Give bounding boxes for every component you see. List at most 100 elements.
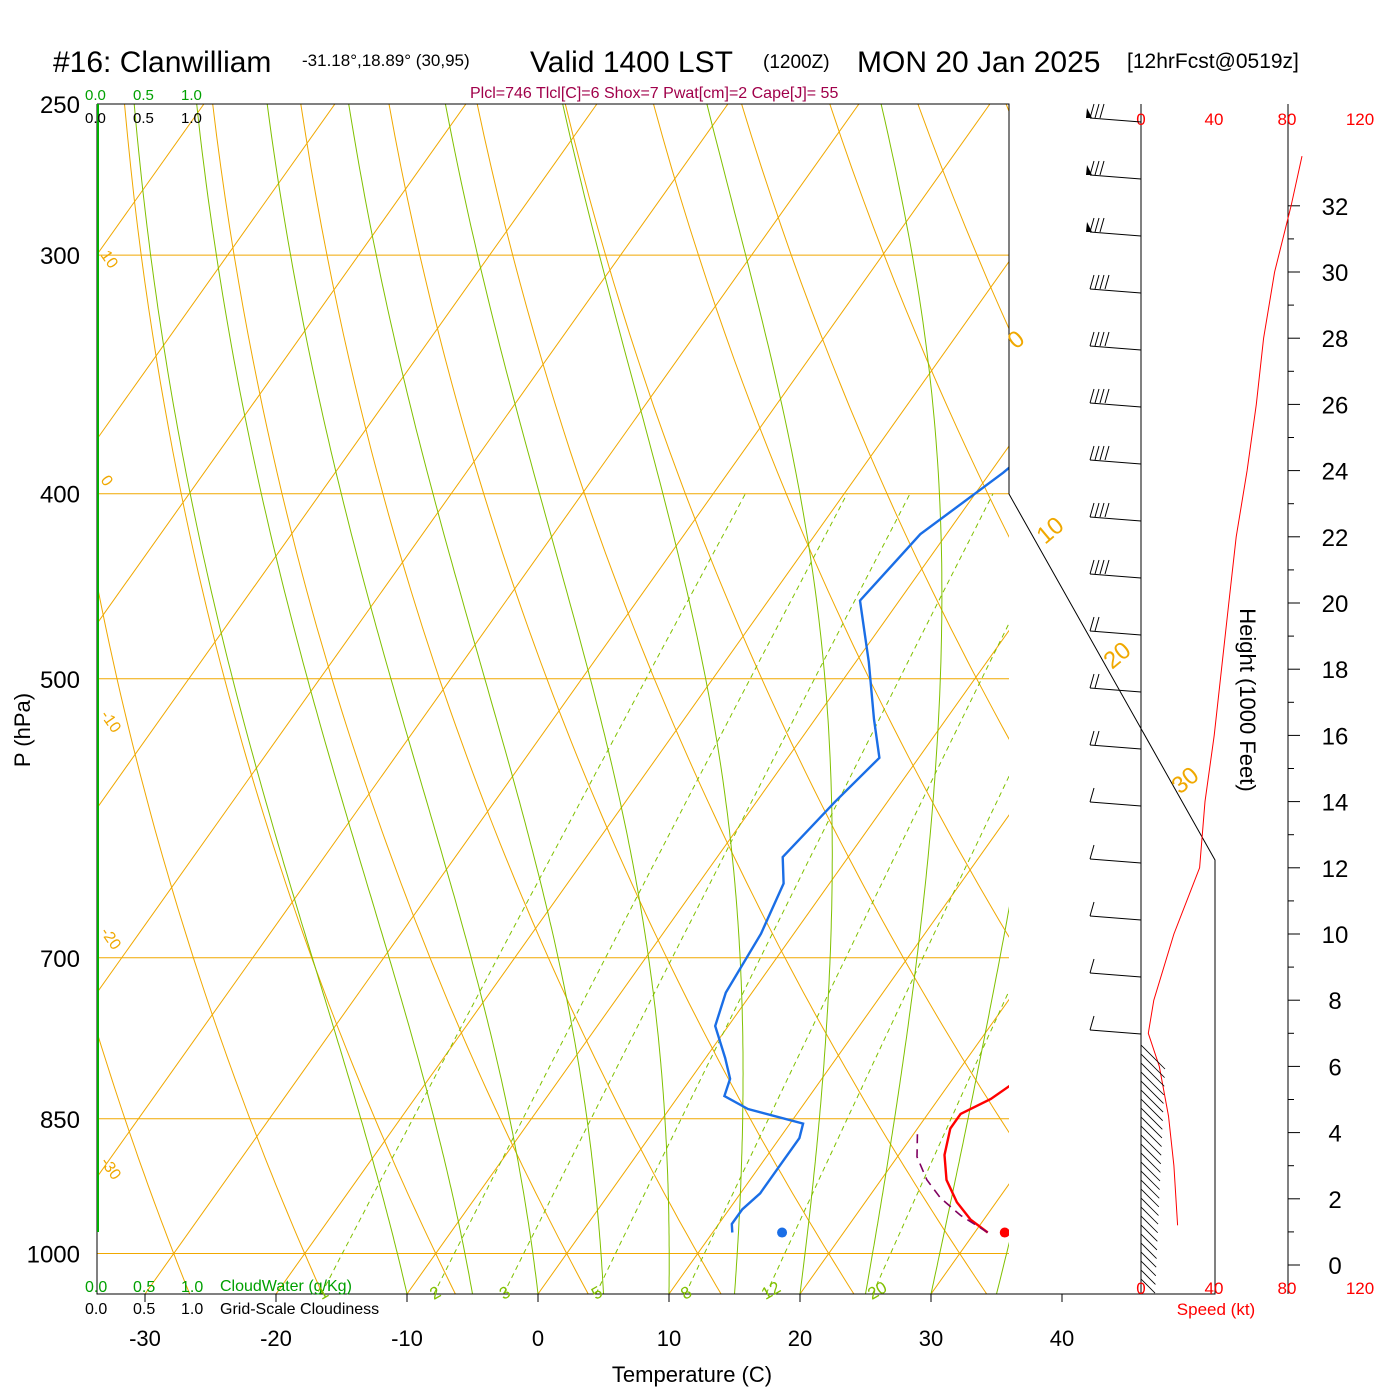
height-tick-label: 8 bbox=[1328, 988, 1341, 1015]
x-tick-label: -30 bbox=[129, 1326, 161, 1351]
x-tick-label: -20 bbox=[260, 1326, 292, 1351]
wind-barb bbox=[1089, 459, 1142, 465]
wind-barb-feather bbox=[1089, 730, 1095, 746]
isotherm-label: -20 bbox=[97, 925, 124, 954]
zulu-time: (1200Z) bbox=[763, 52, 830, 73]
wind-barb-feather bbox=[1094, 217, 1100, 233]
wind-barb bbox=[1089, 573, 1142, 579]
y-axis-label: P (hPa) bbox=[10, 693, 35, 767]
station-coords: -31.18°,18.89° (30,95) bbox=[302, 51, 470, 70]
speed-tick-label-bottom: 80 bbox=[1278, 1279, 1297, 1298]
wind-barb-feather bbox=[1094, 103, 1100, 119]
cloudwater-title: CloudWater (g/Kg) bbox=[220, 1278, 352, 1295]
station-title: #16: Clanwilliam bbox=[53, 46, 271, 79]
wind-barb-feather bbox=[1089, 388, 1095, 404]
dry-adiabat bbox=[97, 1030, 191, 1294]
cloudwater-label-0: 0.0 bbox=[85, 1279, 107, 1296]
wind-barb bbox=[1089, 174, 1142, 180]
temperature-line bbox=[943, 1084, 1009, 1234]
height-tick-label: 28 bbox=[1322, 326, 1349, 353]
wind-barb-feather bbox=[1099, 502, 1105, 518]
wind-barb-low bbox=[1140, 1242, 1157, 1259]
wind-barb-low bbox=[1140, 1071, 1165, 1096]
height-tick-label: 14 bbox=[1322, 790, 1349, 817]
speed-tick-label-bottom: 40 bbox=[1205, 1279, 1224, 1298]
wind-barb bbox=[1089, 915, 1142, 921]
wind-barb-low bbox=[1140, 1278, 1156, 1294]
dry-adiabat bbox=[97, 581, 324, 1294]
height-tick-label: 16 bbox=[1322, 723, 1349, 750]
wind-barb-feather bbox=[1104, 274, 1110, 290]
wind-barb bbox=[1089, 288, 1142, 294]
cloud-top2-label-2: 1.0 bbox=[181, 110, 202, 127]
dry-adiabat bbox=[829, 104, 1009, 538]
cloud-top2-label-1: 0.5 bbox=[133, 110, 154, 127]
wind-barb-pennant bbox=[1086, 222, 1092, 232]
wind-barb-low bbox=[1140, 1089, 1164, 1113]
wind-barb-feather bbox=[1094, 502, 1100, 518]
moist-adiabat bbox=[348, 104, 604, 1294]
cloudiness-label-1: 0.5 bbox=[133, 1301, 155, 1318]
wind-barb-low bbox=[1140, 1206, 1159, 1225]
wind-barb-low bbox=[1140, 1170, 1160, 1190]
isotherm-line bbox=[275, 260, 1009, 1294]
isotherm-line bbox=[406, 445, 1009, 1294]
mixing-ratio-line bbox=[872, 989, 1009, 1294]
valid-time: Valid 1400 LST bbox=[530, 46, 733, 79]
wind-barb bbox=[1089, 402, 1142, 408]
wind-barb-low bbox=[1140, 1215, 1159, 1234]
wind-barb-low bbox=[1140, 1224, 1158, 1242]
wind-barb-feather bbox=[1094, 559, 1100, 575]
theta-label: 0 bbox=[1003, 325, 1031, 354]
speed-tick-label-top: 120 bbox=[1346, 110, 1374, 129]
wind-barb-feather bbox=[1089, 673, 1095, 689]
wind-barb-pennant bbox=[1086, 108, 1092, 118]
height-tick-label: 12 bbox=[1322, 856, 1349, 883]
height-tick-label: 4 bbox=[1328, 1121, 1341, 1148]
wind-barb-feather bbox=[1089, 274, 1095, 290]
isotherm-label: -30 bbox=[97, 1155, 124, 1184]
cloudwater-label-2: 1.0 bbox=[181, 1279, 203, 1296]
moist-adiabat bbox=[444, 104, 670, 1294]
wind-barb-feather bbox=[1099, 445, 1105, 461]
forecast-date: MON 20 Jan 2025 bbox=[857, 46, 1100, 79]
dry-adiabat bbox=[653, 104, 1009, 938]
wind-barb-feather bbox=[1099, 103, 1105, 119]
wind-barb-feather bbox=[1094, 388, 1100, 404]
x-tick-label: -10 bbox=[391, 1326, 423, 1351]
pressure-tick-label: 300 bbox=[40, 243, 80, 270]
x-tick-label: 40 bbox=[1050, 1326, 1074, 1351]
isotherm-line bbox=[97, 104, 336, 440]
cloud-top-label-0: 0.0 bbox=[85, 87, 106, 104]
isotherm-line bbox=[97, 104, 598, 809]
cloud-legend-top: 0.0 0.5 1.0 0.0 0.5 1.0 bbox=[85, 87, 202, 127]
stability-indices: Plcl=746 Tlcl[C]=6 Shox=7 Pwat[cm]=2 Cap… bbox=[470, 85, 838, 102]
cloudiness-label-0: 0.0 bbox=[85, 1301, 107, 1318]
wind-barb bbox=[1089, 117, 1142, 123]
mixing-ratio-label: 20 bbox=[864, 1278, 890, 1304]
wind-barb bbox=[1089, 801, 1142, 807]
x-tick-label: 30 bbox=[919, 1326, 943, 1351]
wind-barb-feather bbox=[1089, 787, 1095, 803]
moist-adiabat bbox=[133, 104, 408, 1294]
moist-adiabat bbox=[562, 104, 744, 1294]
mixing-ratio-line bbox=[765, 775, 1009, 1294]
theta-label: 20 bbox=[1099, 637, 1137, 675]
wind-barb-low bbox=[1140, 1098, 1163, 1121]
pressure-tick-label: 250 bbox=[40, 92, 80, 119]
isotherm-line bbox=[97, 104, 860, 1178]
height-tick-label: 32 bbox=[1322, 194, 1349, 221]
wind-barb-feather bbox=[1089, 445, 1095, 461]
dry-adiabat bbox=[741, 104, 1009, 740]
wind-barb-low bbox=[1140, 1188, 1160, 1208]
wind-barb-low bbox=[1140, 1197, 1159, 1216]
wind-barb-feather bbox=[1089, 958, 1095, 974]
mixing-ratio-line bbox=[433, 493, 848, 1294]
wind-barb-low bbox=[1140, 1233, 1158, 1251]
speed-tick-label-bottom: 0 bbox=[1136, 1279, 1145, 1298]
wind-barb-feather bbox=[1104, 331, 1110, 347]
wind-barb-low bbox=[1140, 1251, 1157, 1268]
wind-barb-feather bbox=[1089, 844, 1095, 860]
speed-tick-label-top: 0 bbox=[1136, 110, 1145, 129]
